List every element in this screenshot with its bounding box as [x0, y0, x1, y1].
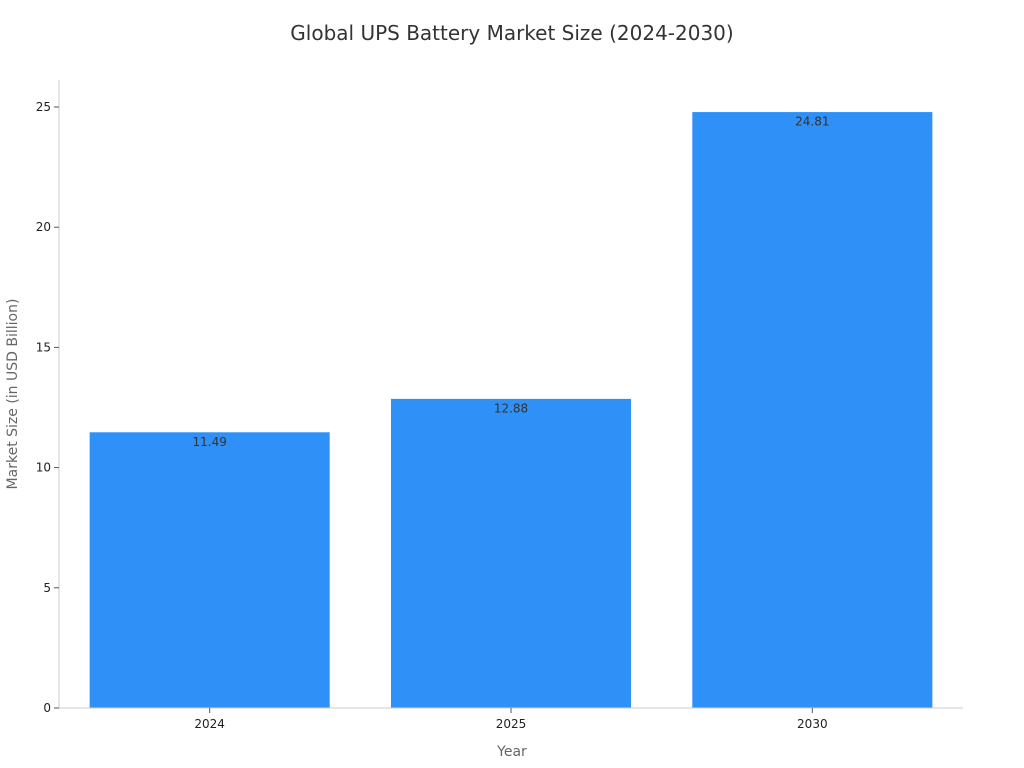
chart-title: Global UPS Battery Market Size (2024-203…	[290, 21, 733, 45]
x-axis-label: Year	[496, 744, 527, 760]
y-tick-label-10: 10	[36, 461, 51, 475]
bar-2025	[389, 397, 633, 709]
y-tick-label-20: 20	[36, 220, 51, 234]
y-tick-label-15: 15	[36, 340, 51, 354]
data-label-2025: 12.88	[494, 401, 528, 415]
y-ticks-layer: 0 5 10 15 20 25	[36, 100, 59, 715]
y-axis-label: Market Size (in USD Billion)	[5, 299, 21, 490]
y-tick-label-0: 0	[43, 701, 51, 715]
y-tick-label-25: 25	[36, 100, 51, 114]
bars-layer	[88, 111, 934, 709]
x-tick-label-2024: 2024	[194, 717, 225, 731]
data-labels-layer: 11.49 12.88 24.81	[192, 115, 829, 449]
data-label-2030: 24.81	[795, 115, 829, 129]
y-tick-label-5: 5	[43, 581, 51, 595]
x-tick-label-2030: 2030	[797, 717, 828, 731]
x-tick-label-2025: 2025	[496, 717, 527, 731]
bar-2030	[691, 111, 934, 709]
x-ticks-layer: 2024 2025 2030	[194, 708, 828, 731]
bar-2024	[88, 431, 331, 709]
data-label-2024: 11.49	[192, 435, 226, 449]
